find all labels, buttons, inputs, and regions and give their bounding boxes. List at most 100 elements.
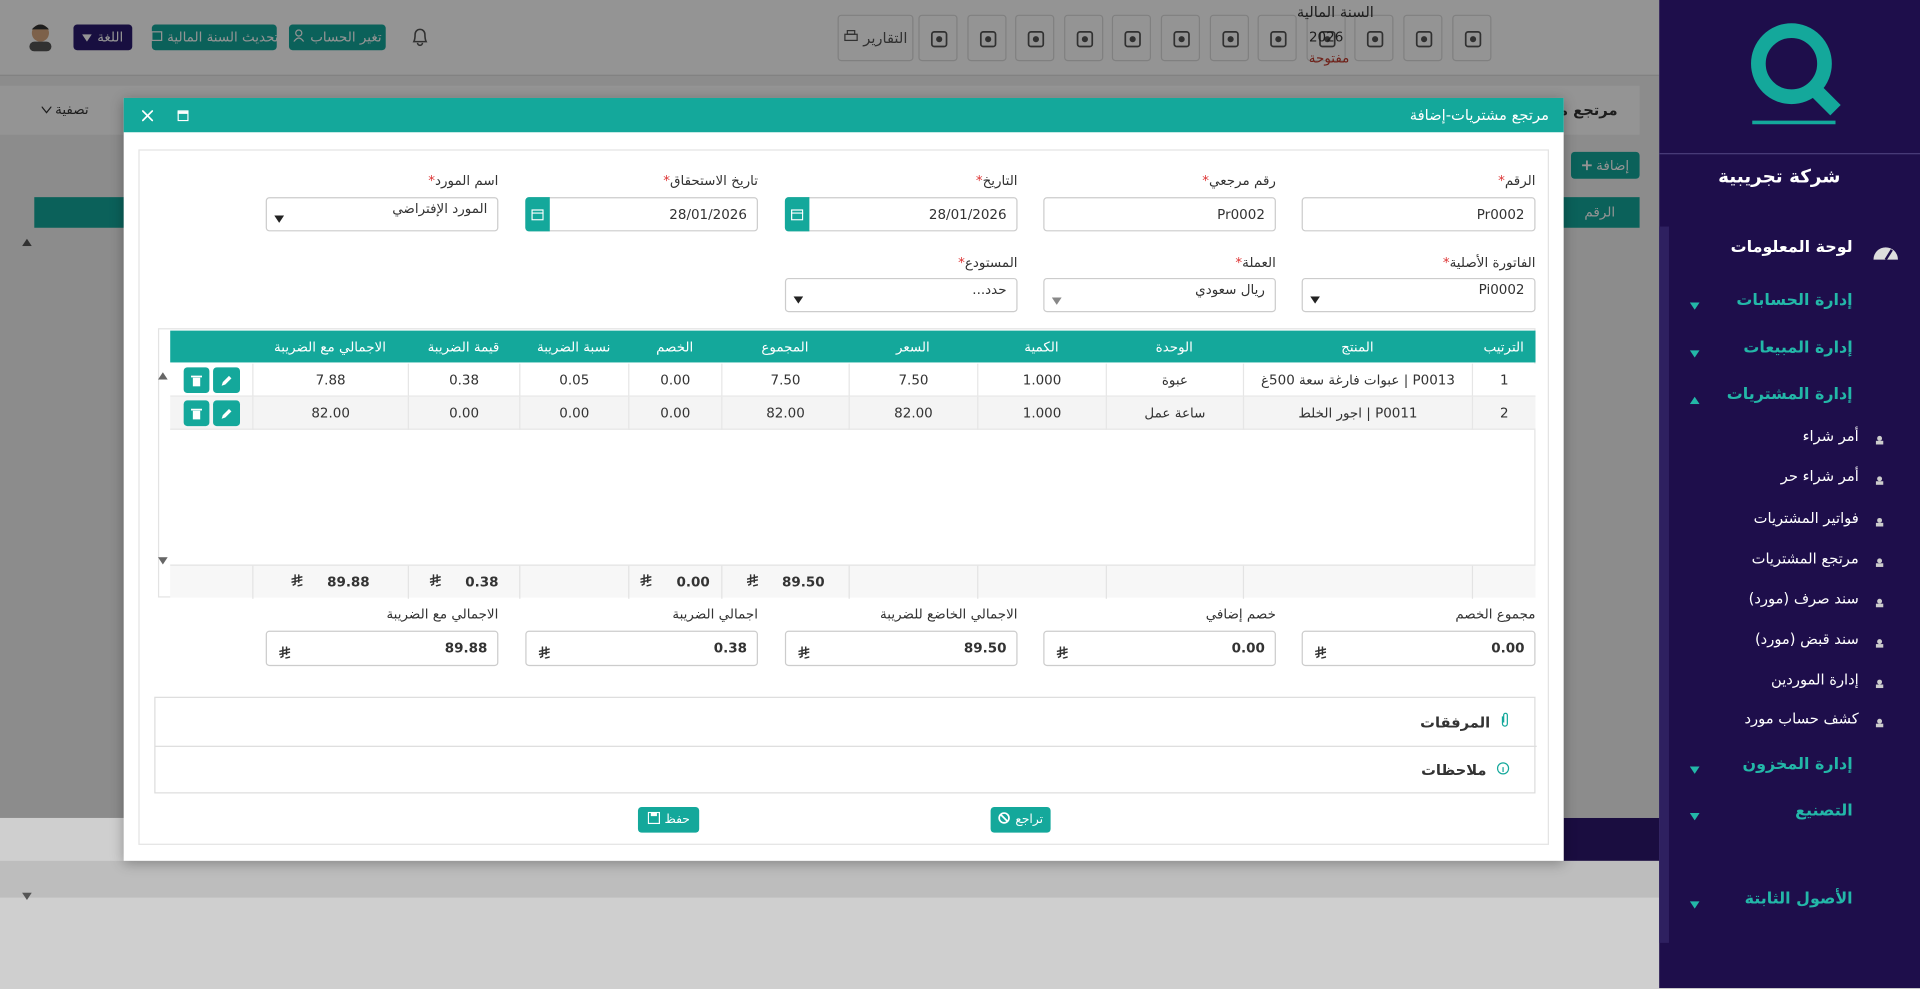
toolbar-icon-button[interactable] bbox=[1354, 14, 1394, 62]
riyal-icon bbox=[429, 574, 441, 590]
delete-button[interactable] bbox=[183, 367, 210, 394]
menu-item[interactable]: إدارة الموردين bbox=[1771, 671, 1859, 689]
menu-group[interactable]: إدارة الحسابات bbox=[1736, 291, 1853, 310]
summary-value: 89.50 bbox=[963, 640, 1007, 657]
field-input[interactable]: 28/01/2026 bbox=[784, 197, 1018, 232]
menu-bullet bbox=[1875, 676, 1885, 692]
toolbar-icon-button[interactable] bbox=[1209, 14, 1249, 62]
totals-cell bbox=[1471, 565, 1536, 599]
menu-item[interactable]: سند صرف (مورد) bbox=[1748, 590, 1859, 608]
riyal-icon bbox=[746, 574, 758, 590]
table-cell: ساعة عمل bbox=[1105, 396, 1243, 430]
riyal-icon bbox=[291, 574, 303, 590]
toolbar-icon-button[interactable] bbox=[1112, 14, 1152, 62]
filter-button[interactable]: تصفية bbox=[41, 101, 89, 118]
reports-button[interactable]: التقارير bbox=[837, 14, 914, 62]
field-label: التاريخ* bbox=[785, 173, 1018, 189]
update-year-button[interactable]: تحديث السنة المالية bbox=[150, 24, 279, 51]
table-cell: P0011 | اجور الخلط bbox=[1242, 396, 1472, 430]
column-header: المنتج bbox=[1341, 338, 1374, 355]
toolbar-icon-button[interactable] bbox=[918, 14, 958, 62]
chevron bbox=[41, 102, 52, 118]
field-input[interactable]: المورد الإفتراضي bbox=[265, 197, 499, 232]
menu-group[interactable]: إدارة المشتريات bbox=[1726, 385, 1853, 405]
modal-title: مرتجع مشتريات-إضافة bbox=[1409, 106, 1549, 124]
required-mark: * bbox=[975, 172, 983, 189]
toolbar-icon-button[interactable] bbox=[1257, 14, 1297, 62]
fiscal-status: مفتوحة bbox=[1308, 50, 1350, 67]
required-mark: * bbox=[1498, 172, 1505, 189]
field-label-text: التاريخ bbox=[982, 172, 1018, 189]
toolbar-icon-button[interactable] bbox=[1063, 14, 1104, 62]
toolbar-icon-button[interactable] bbox=[1451, 14, 1491, 62]
field-label: المستودع* bbox=[785, 255, 1017, 271]
modal: مرتجع مشتريات-إضافة الرقم* Pr0002 رقم مرجعي… bbox=[123, 97, 1564, 861]
toolbar-icon-button[interactable] bbox=[1403, 14, 1443, 62]
summary-input: 0.38 bbox=[525, 630, 758, 667]
field-input[interactable]: ريال سعودي bbox=[1043, 277, 1276, 313]
section-toggle[interactable]: المرفقات bbox=[1420, 712, 1510, 731]
filter-label: تصفية bbox=[55, 101, 89, 118]
section-toggle[interactable]: ملاحظات bbox=[1421, 762, 1510, 779]
fiscal-year: 2026 bbox=[1308, 29, 1344, 46]
maximize-button[interactable] bbox=[177, 109, 189, 125]
company-name: شركة تجريبية bbox=[1718, 165, 1841, 188]
field-label: اسم المورد* bbox=[266, 173, 498, 189]
totals-cell: 89.50 bbox=[721, 565, 848, 599]
field-input[interactable]: حدد... bbox=[784, 277, 1018, 313]
menu-item[interactable]: سند قبض (مورد) bbox=[1754, 630, 1859, 648]
scroll-down bbox=[22, 888, 32, 904]
toolbar-icon-button[interactable] bbox=[1015, 14, 1055, 62]
table-cell: 0.38 bbox=[407, 363, 519, 397]
field-input[interactable]: Pr0002 bbox=[1301, 197, 1536, 232]
back-button[interactable]: تراجع bbox=[990, 806, 1051, 833]
menu-caret bbox=[1689, 808, 1700, 824]
field-input[interactable]: 28/01/2026 bbox=[525, 197, 758, 232]
totals-cell: 0.38 bbox=[407, 565, 519, 599]
field-label-text: رقم مرجعي bbox=[1209, 172, 1276, 189]
menu-group[interactable]: إدارة المبيعات bbox=[1743, 339, 1853, 358]
menu-group[interactable]: إدارة المخزون bbox=[1742, 755, 1853, 774]
field-input[interactable]: Pr0002 bbox=[1043, 197, 1276, 232]
change-account-button[interactable]: تغير الحساب bbox=[288, 24, 386, 51]
summary-label: اجمالي الضريبة bbox=[672, 606, 758, 623]
close-button[interactable] bbox=[141, 109, 154, 125]
add-button[interactable]: إضافة bbox=[1571, 151, 1640, 179]
totals-cell: 0.00 bbox=[628, 565, 721, 599]
toolbar-icon-button[interactable] bbox=[1160, 14, 1201, 62]
edit-button[interactable] bbox=[213, 367, 241, 394]
menu-caret bbox=[1689, 896, 1700, 912]
edit-button[interactable] bbox=[213, 400, 241, 427]
modal-panel: الرقم* Pr0002 رقم مرجعي* Pr0002 التاريخ* 28/0… bbox=[138, 149, 1549, 845]
riyal-icon bbox=[798, 646, 810, 663]
field-label: العملة* bbox=[1043, 255, 1276, 271]
menu-group[interactable]: التصنيع bbox=[1795, 802, 1853, 821]
totals-cell bbox=[977, 565, 1106, 599]
toolbar-icon bbox=[1464, 30, 1481, 52]
summary-value: 0.38 bbox=[713, 640, 747, 657]
menu-item[interactable]: أمر شراء حر bbox=[1780, 467, 1859, 485]
required-mark: * bbox=[1202, 172, 1210, 189]
menu-caret bbox=[1689, 392, 1700, 408]
menu-item[interactable]: مرتجع المشتريات bbox=[1751, 549, 1859, 567]
dark-block bbox=[1563, 817, 1660, 861]
table-cell: 82.00 bbox=[721, 396, 848, 430]
dashboard-link[interactable]: لوحة المعلومات bbox=[1730, 238, 1853, 258]
save-button[interactable]: حفظ bbox=[637, 806, 700, 833]
menu-item[interactable]: كشف حساب مورد bbox=[1744, 710, 1859, 728]
field-value: Pr0002 bbox=[1476, 206, 1525, 223]
delete-button[interactable] bbox=[183, 400, 210, 427]
select-caret bbox=[274, 211, 285, 227]
section-title: ملاحظات bbox=[1421, 761, 1487, 779]
column-header: السعر bbox=[895, 338, 930, 355]
menu-item[interactable]: أمر شراء bbox=[1802, 427, 1859, 445]
menu-bullet bbox=[1875, 555, 1885, 571]
menu-item[interactable]: فواتير المشتريات bbox=[1753, 509, 1859, 527]
field-input[interactable]: Pi0002 bbox=[1301, 277, 1536, 313]
menu-group[interactable]: الأصول الثابتة bbox=[1744, 890, 1853, 909]
menu-bullet bbox=[1875, 514, 1885, 530]
toolbar-icon-button[interactable] bbox=[966, 14, 1007, 62]
language-button[interactable]: اللغة bbox=[73, 24, 133, 51]
toolbar-icon-button[interactable] bbox=[1306, 14, 1346, 62]
printer bbox=[844, 29, 859, 47]
